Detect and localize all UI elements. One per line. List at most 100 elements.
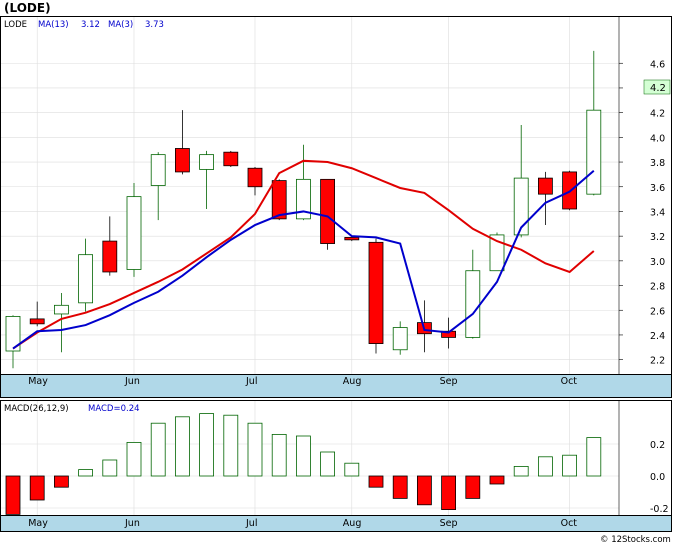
macd-month-label: Sep: [440, 518, 458, 529]
candle: [489, 232, 505, 272]
candle: [392, 321, 408, 355]
price-month-label: Oct: [561, 376, 578, 387]
macd-x-axis: May Jun Jul Aug Sep Oct: [28, 518, 577, 529]
macd-bar: [513, 465, 529, 477]
macd-bar: [441, 475, 457, 510]
footer-copyright: © 12Stocks.com: [600, 535, 671, 545]
macd-bar: [320, 451, 336, 477]
candle: [295, 144, 311, 221]
candle-body: [199, 154, 215, 170]
price-badge-box: [643, 79, 671, 95]
price-tick-label: 3.0: [650, 257, 665, 268]
candle-body: [344, 236, 360, 241]
legend-symbol: LODE: [4, 20, 27, 30]
chart-title: (LODE): [4, 1, 51, 15]
macd-bar: [78, 469, 93, 477]
price-tick-label: 2.2: [650, 356, 665, 367]
price-month-label: May: [28, 376, 48, 387]
macd-bar: [489, 475, 505, 485]
candle-body: [538, 177, 553, 195]
candle-body: [465, 270, 481, 338]
price-tick-label: 4.6: [650, 59, 665, 70]
macd-bar: [5, 475, 21, 515]
macd-bar: [29, 475, 45, 501]
macd-bar: [368, 475, 384, 488]
macd-month-label: May: [28, 518, 48, 529]
candle: [150, 152, 166, 221]
macd-bar: [416, 475, 432, 506]
macd-month-label: Jun: [124, 518, 140, 529]
macd-value: MACD=0.24: [88, 404, 140, 414]
legend-ma3-label: MA(3): [108, 20, 133, 30]
candle-body: [295, 178, 311, 220]
price-tick-label: 2.8: [650, 282, 665, 293]
candle: [174, 110, 190, 175]
macd-bar: [54, 475, 69, 488]
price-tick-label: 3.2: [650, 232, 665, 243]
legend-ma3-value: 3.73: [145, 20, 164, 30]
candle-body: [126, 196, 142, 270]
macd-bar: [247, 422, 263, 477]
price-month-label: Jul: [245, 376, 257, 387]
macd-bar: [465, 475, 481, 499]
macd-month-label: Jul: [245, 518, 257, 529]
macd-tick-label: 0.2: [650, 440, 665, 451]
price-tick-label: 3.6: [650, 183, 665, 194]
macd-bar: [344, 462, 360, 477]
candle: [320, 178, 336, 250]
candle: [223, 150, 239, 167]
candle: [513, 125, 529, 238]
macd-bar: [126, 441, 142, 477]
macd-bar: [223, 414, 239, 477]
macd-bar: [102, 459, 118, 477]
candle-body: [78, 254, 93, 304]
macd-month-label: Oct: [561, 518, 578, 529]
candles: [5, 50, 602, 369]
macd-bars: [5, 413, 602, 515]
candle-body: [54, 304, 69, 315]
price-tick-label: 4.2: [650, 109, 665, 120]
price-tick-label: 2.6: [650, 306, 665, 317]
macd-x-axis-band: [0, 515, 672, 532]
macd-bar: [538, 456, 553, 477]
macd-bar: [271, 433, 287, 477]
candle: [54, 292, 69, 353]
ma13-line: [12, 159, 595, 350]
candle-body: [150, 154, 166, 186]
candle: [538, 171, 553, 226]
macd-tick-label: -0.2: [650, 504, 669, 515]
macd-month-label: Aug: [343, 518, 362, 529]
price-x-axis-band: [0, 374, 672, 398]
macd-label: MACD(26,12,9): [4, 404, 69, 414]
price-panel: [0, 16, 672, 398]
price-month-label: Jun: [124, 376, 140, 387]
price-month-label: Aug: [343, 376, 362, 387]
candle: [465, 249, 481, 339]
candle-body: [489, 234, 505, 272]
macd-bar: [562, 454, 577, 477]
candle: [5, 315, 21, 369]
price-badge: 4.2: [650, 83, 666, 94]
macd-tick-label: 0.0: [650, 472, 665, 483]
candle-body: [513, 177, 529, 236]
candle: [126, 183, 142, 277]
candle-body: [392, 327, 408, 351]
price-tick-label: 3.8: [650, 158, 665, 169]
candle-body: [586, 109, 602, 195]
legend-ma13-label: MA(13): [38, 20, 69, 30]
candle-body: [174, 148, 190, 173]
macd-bar: [586, 437, 602, 477]
price-month-label: Sep: [440, 376, 458, 387]
macd-bar: [150, 422, 166, 477]
candle-body: [247, 167, 263, 188]
macd-bar: [199, 413, 215, 477]
moving-averages: [12, 159, 595, 350]
candle: [271, 179, 287, 221]
candle: [102, 216, 118, 276]
macd-y-axis: -0.2 0.0 0.2: [618, 401, 669, 515]
candle-body: [223, 151, 239, 167]
candle-body: [102, 240, 118, 273]
candle: [78, 238, 93, 312]
macd-bar: [174, 416, 190, 477]
